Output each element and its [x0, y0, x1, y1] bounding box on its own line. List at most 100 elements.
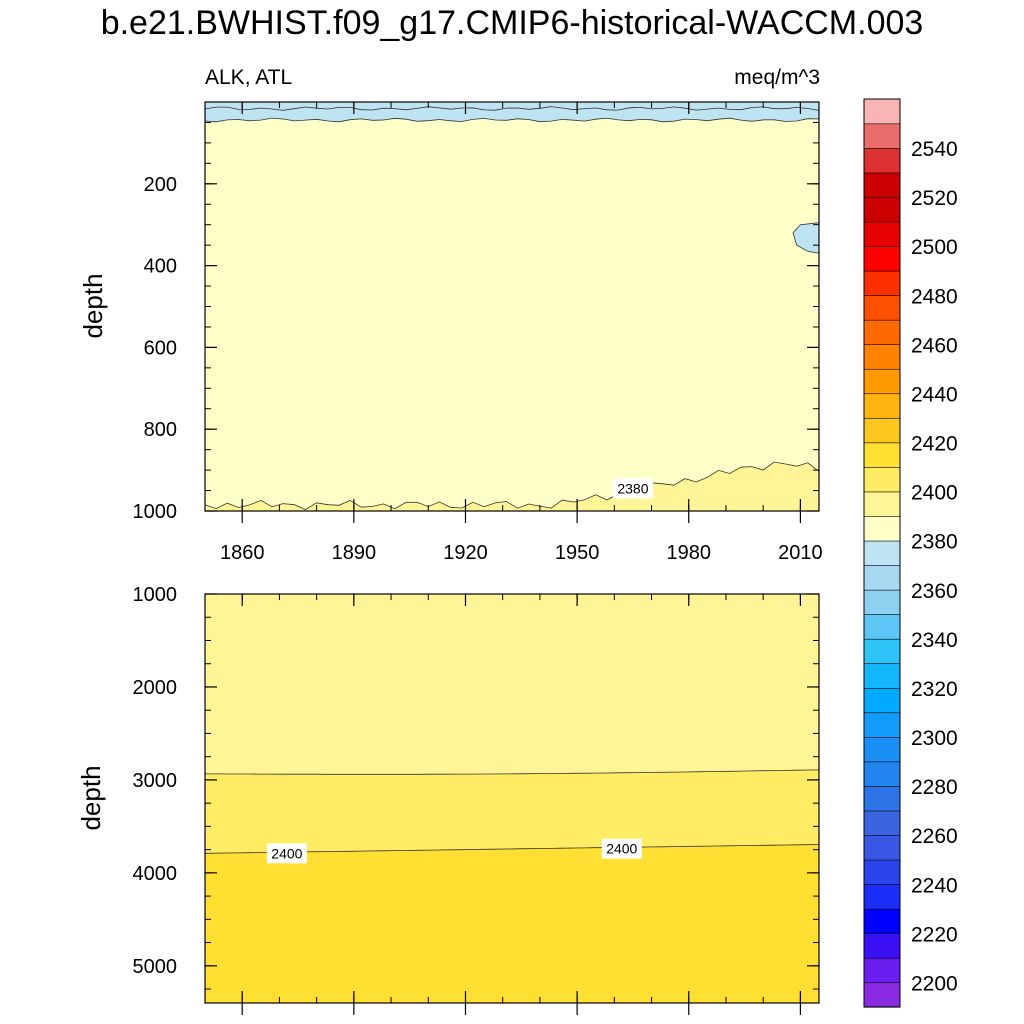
x-tick-label: 1980: [667, 542, 712, 564]
upper-band-2360-2370-surface: [205, 102, 819, 122]
colorbar-swatch: [863, 564, 901, 591]
colorbar-swatch: [863, 442, 901, 468]
upper-y-axis: 200 400 600 800 1000: [133, 101, 819, 523]
y-tick-label: 1000: [133, 584, 178, 606]
contour-label-box: [601, 838, 642, 859]
y-tick-label: 800: [144, 419, 177, 441]
lower-contour-line-2390: [205, 769, 820, 775]
colorbar-label: 2300: [911, 727, 958, 750]
colorbar: 2200 2220 2240 2260 2280 2300 2320 2340 2360 2380…: [863, 98, 958, 1008]
colorbar-swatch: [863, 172, 901, 198]
lower-y-axis: 1000 2000 3000 4000 5000: [133, 584, 819, 990]
colorbar-label: 2420: [911, 433, 958, 456]
colorbar-label: 2360: [911, 580, 958, 603]
colorbar-swatch: [863, 466, 901, 493]
colorbar-swatch: [863, 663, 901, 689]
colorbar-label: 2540: [911, 138, 958, 161]
colorbar-swatch: [863, 712, 901, 738]
contour-label-box: [612, 478, 653, 499]
colorbar-swatch: [863, 295, 901, 321]
colorbar-swatch: [863, 344, 901, 370]
colorbar-swatch: [863, 147, 901, 174]
colorbar-label: 2320: [911, 678, 958, 701]
upper-x-axis: 1860 1890 1920 1950 1980 2010: [204, 102, 823, 564]
colorbar-label: 2440: [911, 383, 958, 406]
lower-y-axis-label: depth: [76, 765, 106, 830]
colorbar-swatch: [863, 638, 901, 665]
colorbar-label: 2480: [911, 285, 958, 308]
lower-panel: 1000 2000 3000 4000 5000 2400 2400 depth: [76, 584, 820, 1015]
contour-label: 2380: [617, 481, 648, 497]
colorbar-swatch: [863, 859, 901, 885]
colorbar-swatch: [863, 319, 901, 346]
lower-x-axis: [204, 594, 801, 1015]
colorbar-swatch: [863, 393, 901, 419]
variable-label: ALK, ATL: [205, 66, 292, 89]
lower-band-2400-2410: [205, 844, 819, 1003]
upper-contour-line-surface-inner: [204, 106, 820, 111]
x-tick-label: 1860: [220, 542, 265, 564]
colorbar-swatch: [863, 491, 901, 517]
lower-plot-frame: [204, 593, 820, 1004]
colorbar-swatch: [863, 957, 901, 984]
colorbar-label: 2460: [911, 334, 958, 357]
colorbar-swatch: [863, 761, 901, 787]
colorbar-label: 2380: [911, 531, 958, 554]
x-tick-label: 1950: [555, 542, 600, 564]
contour-label: 2400: [606, 841, 637, 857]
colorbar-label: 2220: [911, 923, 958, 946]
colorbar-swatch: [863, 834, 901, 861]
y-tick-label: 400: [144, 256, 177, 278]
y-tick-label: 200: [144, 174, 177, 196]
upper-contour-line-surface-bottom: [204, 117, 820, 123]
colorbar-swatch: [863, 908, 901, 934]
colorbar-label: 2400: [911, 482, 958, 505]
colorbar-label: 2240: [911, 874, 958, 897]
colorbar-swatch: [863, 270, 901, 296]
upper-contour-lines: [204, 106, 820, 511]
upper-band-2380-2390-deep: [205, 462, 819, 511]
colorbar-swatch: [863, 515, 901, 542]
colorbar-label: 2200: [911, 972, 958, 995]
x-tick-label: 1890: [332, 542, 377, 564]
colorbar-label: 2520: [911, 187, 958, 210]
y-tick-label: 600: [144, 337, 177, 359]
colorbar-swatch: [863, 982, 901, 1008]
upper-contour-line-2380: [204, 461, 820, 511]
colorbar-label: 2260: [911, 825, 958, 848]
colorbar-swatch: [863, 810, 901, 836]
colorbar-swatch: [863, 785, 901, 812]
colorbar-swatch: [863, 123, 901, 149]
y-tick-label: 1000: [133, 501, 178, 523]
colorbar-label: 2340: [911, 629, 958, 652]
upper-contour-labels: 2380: [612, 478, 653, 499]
y-tick-label: 4000: [133, 863, 178, 885]
contour-label: 2400: [271, 845, 302, 861]
lower-contour-labels: 2400 2400: [266, 838, 642, 864]
lower-filled-contours: [205, 594, 819, 1003]
lower-contour-lines: [204, 769, 820, 854]
colorbar-swatch: [863, 540, 901, 566]
colorbar-swatch: [863, 221, 901, 247]
colorbar-swatch: [863, 98, 901, 125]
colorbar-swatch: [863, 417, 901, 444]
colorbar-swatch: [863, 687, 901, 714]
y-tick-label: 3000: [133, 770, 178, 792]
colorbar-swatch: [863, 614, 901, 640]
chart-title: b.e21.BWHIST.f09_g17.CMIP6-historical-WA…: [101, 4, 924, 42]
colorbar-swatch: [863, 883, 901, 910]
contour-label-box: [266, 843, 307, 864]
upper-band-2370-2380: [205, 102, 819, 511]
x-tick-label: 1920: [443, 542, 488, 564]
units-label: meq/m^3: [734, 66, 820, 89]
colorbar-frame: [863, 98, 901, 1008]
colorbar-swatch: [863, 736, 901, 763]
x-tick-label: 2010: [778, 542, 823, 564]
upper-filled-contours: [205, 102, 820, 511]
colorbar-swatch: [863, 933, 901, 959]
y-tick-label: 2000: [133, 677, 178, 699]
colorbar-label: 2280: [911, 776, 958, 799]
y-tick-label: 5000: [133, 956, 178, 978]
colorbar-swatch: [863, 245, 901, 272]
